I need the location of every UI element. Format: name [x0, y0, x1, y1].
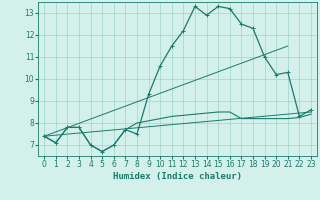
X-axis label: Humidex (Indice chaleur): Humidex (Indice chaleur): [113, 172, 242, 181]
